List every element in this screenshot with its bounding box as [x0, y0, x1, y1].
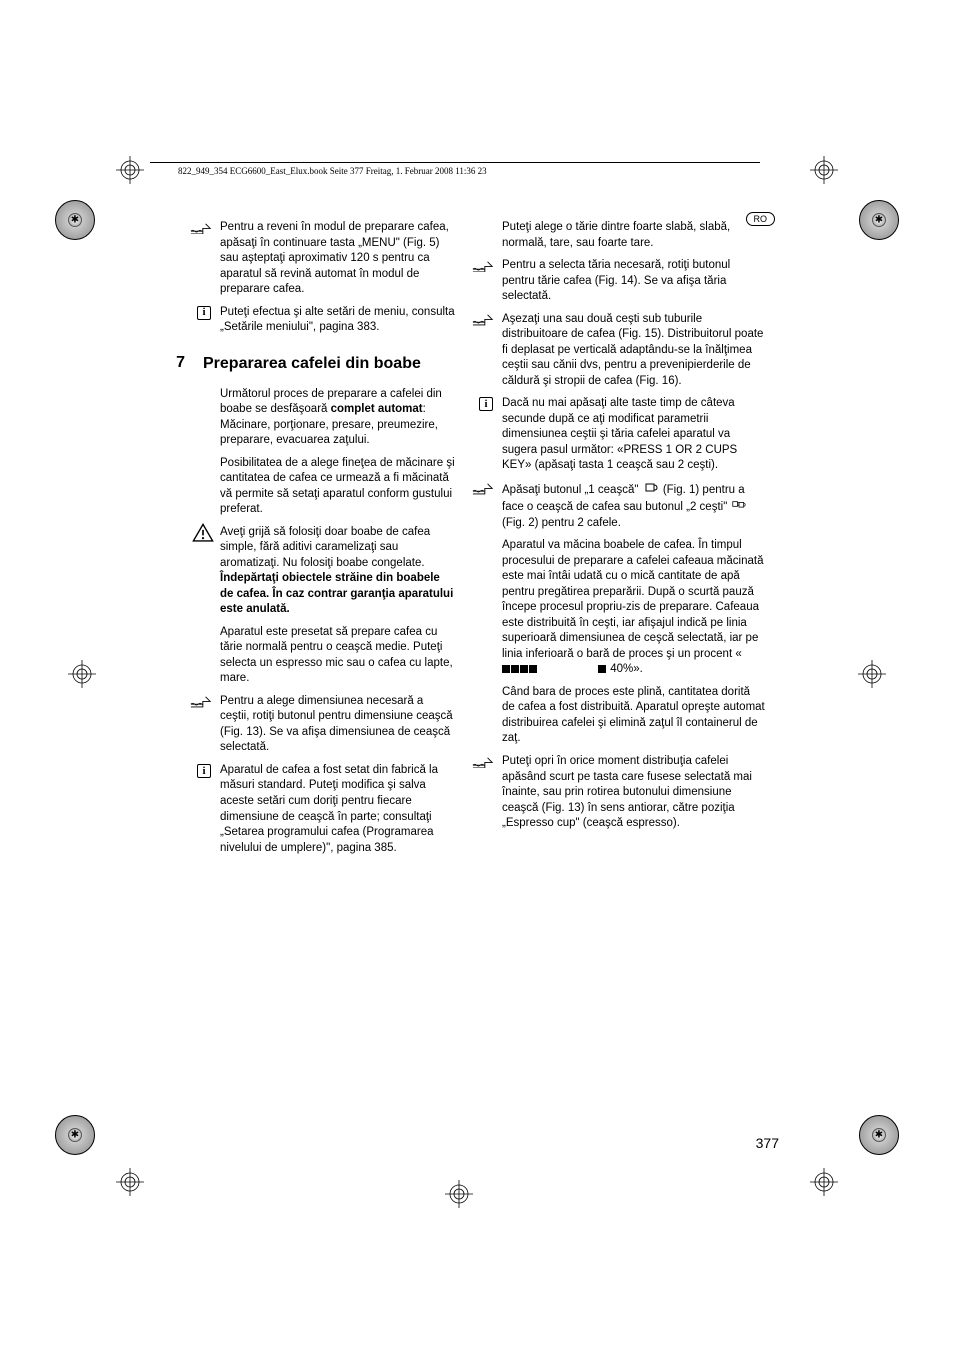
para-text: Pentru a selecta tăria necesară, rotiţi …: [502, 259, 730, 302]
paragraph: i Aparatul de cafea a fost setat din fab…: [165, 763, 455, 856]
screw-icon: ✱: [55, 1115, 95, 1155]
paragraph: Aveţi grijă să folosiţi doar boabe de ca…: [165, 525, 455, 618]
section-title: Prepararea cafelei din boabe: [203, 354, 455, 374]
warning-icon: [192, 525, 214, 541]
paragraph: Pentru a alege dimensiunea necesară a ce…: [165, 694, 455, 756]
paragraph: Aşezaţi una sau două ceşti sub tuburile …: [475, 312, 765, 390]
registration-mark-icon: [445, 1180, 473, 1208]
registration-mark-icon: [68, 660, 96, 688]
page-content: RO Pentru a reveni în modul de preparare…: [165, 220, 765, 863]
registration-mark-icon: [810, 156, 838, 184]
para-text: Aparatul va măcina boabele de cafea. În …: [502, 539, 763, 660]
screw-icon: ✱: [55, 200, 95, 240]
hand-icon: [472, 312, 494, 328]
registration-mark-icon: [810, 1168, 838, 1196]
paragraph: Pentru a selecta tăria necesară, rotiţi …: [475, 258, 765, 305]
paragraph: i Dacă nu mai apăsaţi alte taste timp de…: [475, 396, 765, 474]
para-text: Aparatul este presetat să prepare cafea …: [220, 626, 453, 685]
paragraph: Când bara de proces este plină, cantitat…: [475, 685, 765, 747]
para-text: Dacă nu mai apăsaţi alte taste timp de c…: [502, 397, 737, 471]
para-text: 40%».: [607, 663, 643, 675]
two-cup-icon: [732, 498, 746, 516]
right-column: Puteţi alege o tărie dintre foarte slabă…: [475, 220, 765, 863]
paragraph: Următorul proces de preparare a cafelei …: [165, 387, 455, 449]
paragraph: Puteţi alege o tărie dintre foarte slabă…: [475, 220, 765, 251]
one-cup-icon: [644, 481, 658, 499]
hand-icon: [190, 694, 212, 710]
text-columns: Pentru a reveni în modul de preparare ca…: [165, 220, 765, 863]
hand-icon: [472, 481, 494, 497]
para-text: Aparatul de cafea a fost setat din fabri…: [220, 764, 438, 854]
registration-mark-icon: [116, 156, 144, 184]
hand-icon: [472, 258, 494, 274]
paragraph: Aparatul este presetat să prepare cafea …: [165, 625, 455, 687]
para-text: Puteţi opri în orice moment distribuţia …: [502, 755, 752, 829]
info-icon: i: [193, 305, 215, 321]
hand-icon: [472, 754, 494, 770]
left-column: Pentru a reveni în modul de preparare ca…: [165, 220, 455, 863]
hand-icon: [190, 220, 212, 236]
para-text: Apăsaţi butonul „1 ceaşcă": [502, 484, 642, 496]
section-heading: 7 Prepararea cafelei din boabe: [165, 354, 455, 374]
para-text: Pentru a reveni în modul de preparare ca…: [220, 221, 449, 295]
para-text: Pentru a alege dimensiunea necesară a ce…: [220, 695, 453, 754]
para-text: Posibilitatea de a alege fineţea de măci…: [220, 457, 455, 516]
para-text: Aveţi grijă să folosiţi doar boabe de ca…: [220, 526, 430, 569]
paragraph: Puteţi opri în orice moment distribuţia …: [475, 754, 765, 832]
paragraph: Aparatul va măcina boabele de cafea. În …: [475, 538, 765, 678]
para-text-bold: Îndepărtaţi obiectele străine din boabel…: [220, 572, 453, 615]
para-text-bold: complet automat: [331, 403, 423, 415]
header-text: 822_949_354 ECG6600_East_Elux.book Seite…: [178, 166, 487, 176]
page-number: 377: [756, 1135, 779, 1151]
header-divider: [150, 162, 760, 163]
para-text: (Fig. 2) pentru 2 cafele.: [502, 517, 621, 529]
paragraph: Posibilitatea de a alege fineţea de măci…: [165, 456, 455, 518]
section-number: 7: [165, 354, 185, 374]
registration-mark-icon: [116, 1168, 144, 1196]
registration-mark-icon: [858, 660, 886, 688]
screw-icon: ✱: [859, 1115, 899, 1155]
para-text: Puteţi efectua şi alte setări de meniu, …: [220, 306, 455, 334]
paragraph: Apăsaţi butonul „1 ceaşcă" (Fig. 1) pent…: [475, 481, 765, 532]
screw-icon: ✱: [859, 200, 899, 240]
para-text: Puteţi alege o tărie dintre foarte slabă…: [502, 221, 730, 249]
info-icon: i: [475, 396, 497, 412]
para-text: Aşezaţi una sau două ceşti sub tuburile …: [502, 313, 763, 387]
paragraph: i Puteţi efectua şi alte setări de meniu…: [165, 305, 455, 336]
para-text: Când bara de proces este plină, cantitat…: [502, 686, 765, 745]
info-icon: i: [193, 763, 215, 779]
paragraph: Pentru a reveni în modul de preparare ca…: [165, 220, 455, 298]
progress-bar-icon: [502, 662, 607, 678]
